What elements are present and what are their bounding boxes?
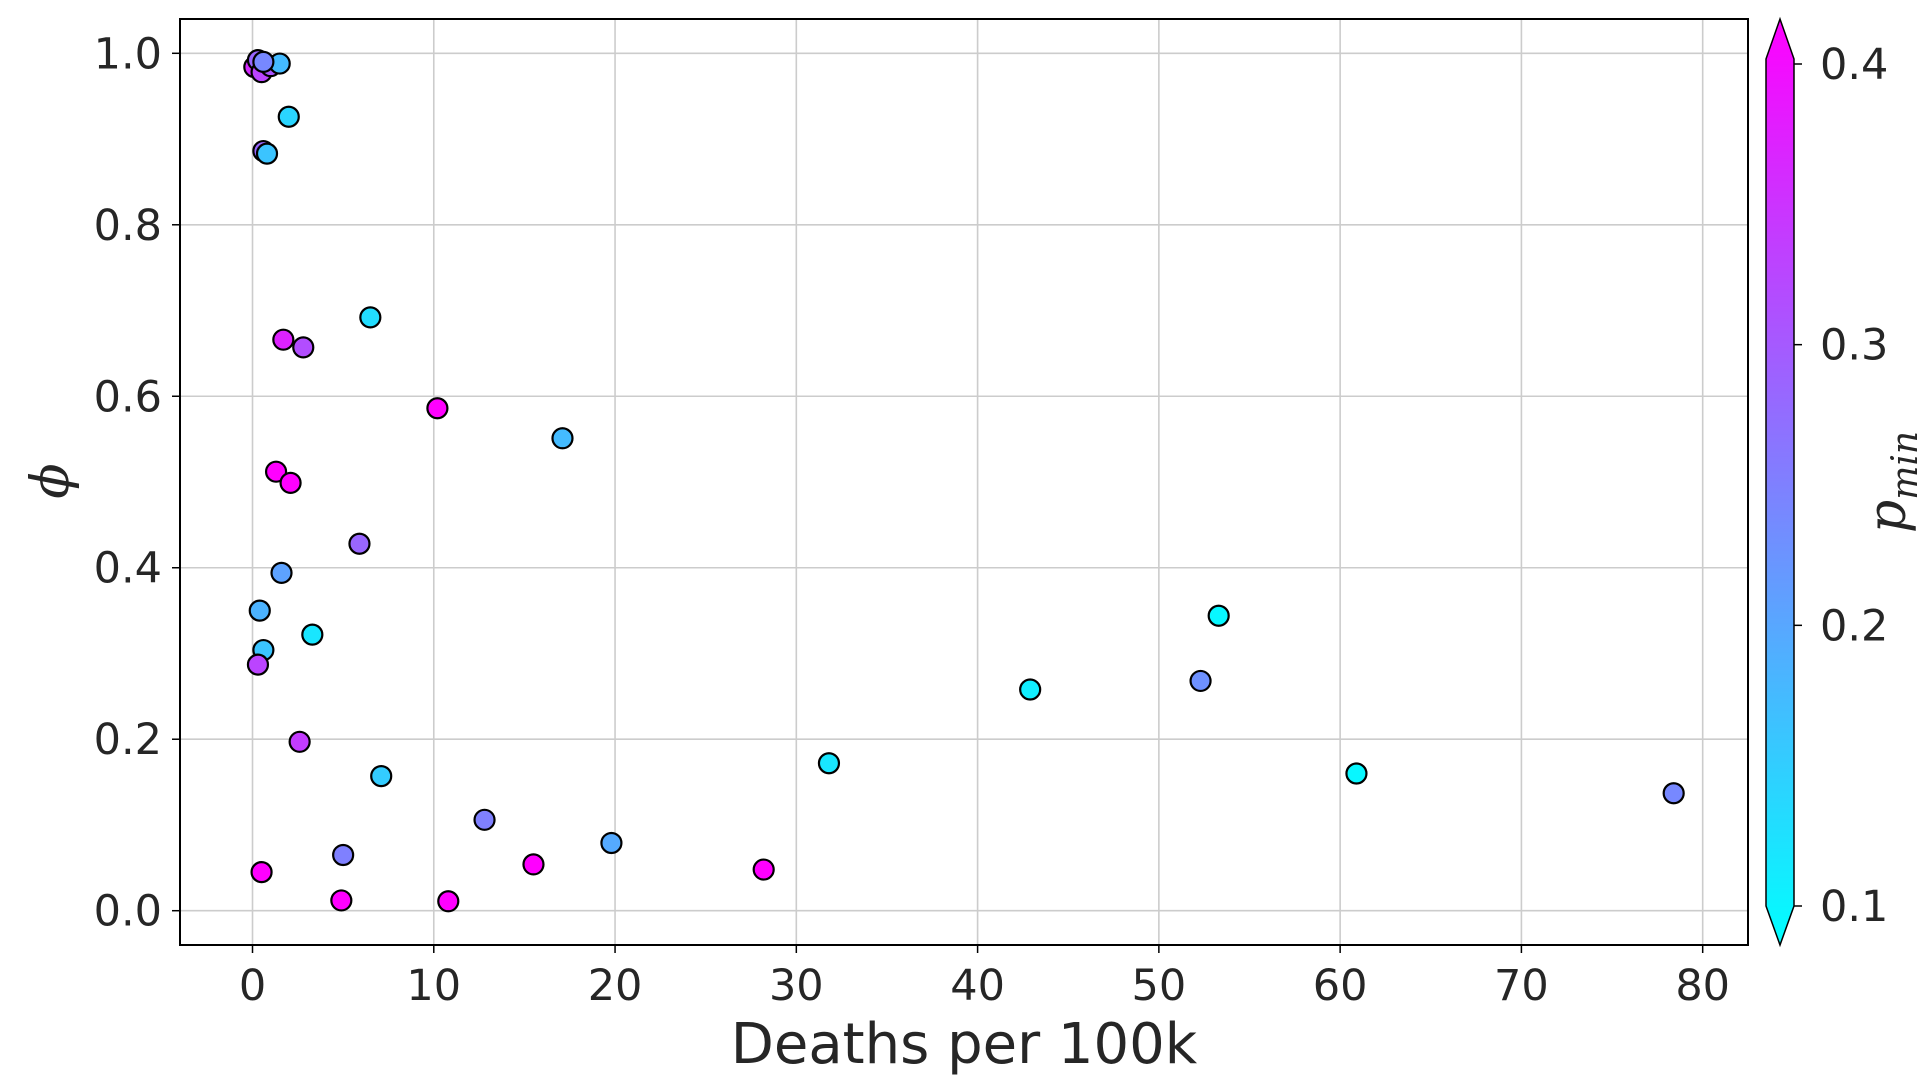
data-point (1662, 782, 1685, 805)
plot-frame (179, 18, 1749, 946)
data-point (473, 808, 496, 831)
data-point (332, 843, 355, 867)
data-point (370, 764, 393, 788)
data-point (752, 858, 775, 881)
x-tick-label: 60 (1313, 961, 1368, 1011)
colorbar-title-base: p (1858, 500, 1918, 533)
data-point (255, 142, 279, 165)
colorbar-ticks: 0.1 0.2 0.3 0.4 (1794, 40, 1888, 932)
data-point (279, 471, 302, 494)
data-point (426, 397, 449, 420)
data-point (551, 427, 574, 450)
x-tick-label: 10 (406, 961, 461, 1011)
data-point (600, 831, 623, 855)
data-point (1207, 604, 1230, 627)
data-point (252, 50, 275, 73)
x-tick-label: 30 (769, 961, 824, 1011)
y-tick-label: 0.2 (94, 715, 162, 765)
y-tick-label: 1.0 (94, 29, 162, 79)
y-tick-label: 0.6 (94, 372, 162, 422)
colorbar-gradient-bar (1765, 16, 1795, 948)
data-point (277, 105, 300, 128)
colorbar-tick-label: 0.1 (1820, 882, 1888, 932)
data-point (522, 853, 545, 876)
data-point (248, 599, 271, 622)
colorbar-title-subscript: min (1885, 431, 1926, 500)
data-point (437, 890, 460, 913)
colorbar-tick-label: 0.3 (1820, 321, 1888, 371)
data-point (348, 532, 371, 555)
y-tick-label: 0.4 (94, 544, 162, 594)
colorbar-tick-label: 0.4 (1820, 40, 1888, 90)
data-point (1019, 678, 1042, 701)
colorbar-tick-label: 0.2 (1820, 601, 1888, 651)
y-tick-label: 0.0 (94, 887, 162, 937)
colorbar: 0.1 0.2 0.3 0.4 pmin (1765, 16, 1926, 948)
x-tick-label: 40 (950, 961, 1005, 1011)
data-point (301, 623, 324, 646)
data-point (1345, 762, 1368, 785)
data-point (246, 653, 270, 676)
y-axis-title: ϕ (21, 463, 81, 498)
x-tick-label: 50 (1132, 961, 1187, 1011)
data-point (817, 752, 841, 775)
grid-lines (180, 19, 1748, 945)
data-point (270, 561, 293, 584)
data-point (288, 730, 311, 753)
x-tick-label: 0 (239, 961, 266, 1011)
data-point (330, 889, 353, 912)
x-axis-ticks: 0 10 20 30 40 50 60 70 80 (239, 945, 1730, 1011)
x-tick-label: 80 (1675, 961, 1730, 1011)
x-axis-title: Deaths per 100k (731, 1012, 1198, 1077)
y-axis-ticks: 0.0 0.2 0.4 0.6 0.8 1.0 (94, 29, 180, 937)
data-point (264, 460, 288, 483)
x-tick-label: 20 (588, 961, 643, 1011)
data-point (1189, 669, 1212, 693)
data-point (359, 306, 382, 329)
data-points (243, 49, 1685, 913)
x-tick-label: 70 (1494, 961, 1549, 1011)
data-point (292, 336, 315, 359)
y-tick-label: 0.8 (94, 201, 162, 251)
data-point (272, 328, 295, 351)
data-point (250, 861, 273, 884)
colorbar-title: pmin (1858, 431, 1926, 533)
